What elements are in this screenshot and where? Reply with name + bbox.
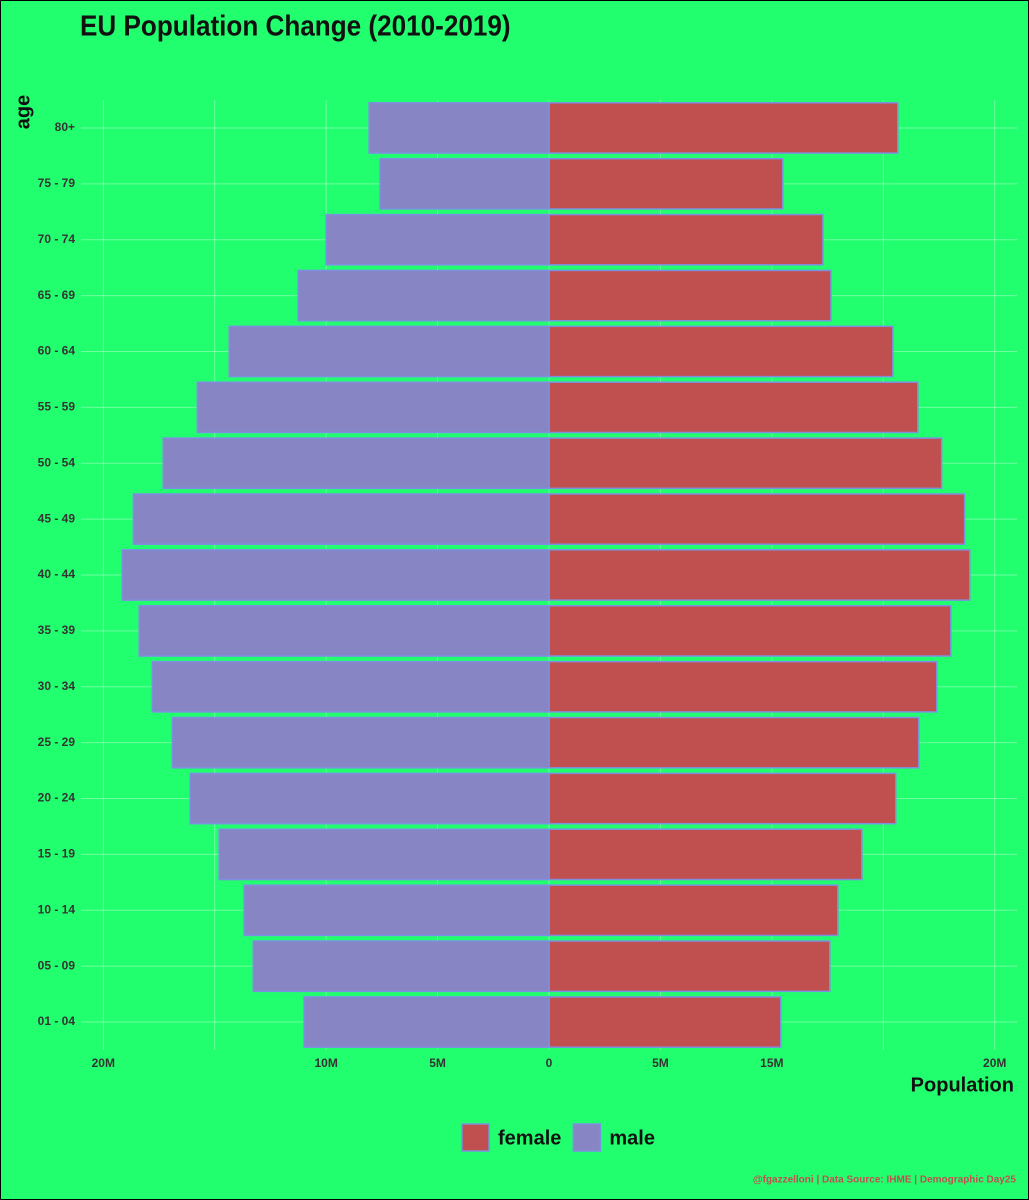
bar	[228, 325, 550, 378]
bar	[218, 828, 550, 881]
x-axis-title: Population	[911, 1074, 1014, 1096]
bar	[548, 604, 952, 657]
bar	[325, 213, 550, 266]
bar	[548, 102, 899, 154]
bar	[548, 381, 919, 434]
x-tick-label: 20M	[92, 1056, 115, 1070]
bar	[162, 437, 550, 490]
bar	[548, 325, 894, 378]
bar	[368, 102, 550, 154]
bar	[297, 269, 550, 322]
y-tick-label: 40 - 44	[38, 567, 76, 581]
legend-swatch	[572, 1123, 602, 1152]
bar	[548, 884, 839, 937]
legend: female male	[461, 1123, 655, 1152]
x-tick-label: 0	[546, 1056, 553, 1070]
bar	[243, 884, 550, 937]
y-tick-label: 01 - 04	[38, 1014, 76, 1028]
y-tick-label: 50 - 54	[38, 455, 76, 469]
legend-label: female	[498, 1127, 561, 1149]
chart-title: EU Population Change (2010-2019)	[80, 9, 511, 42]
bar	[189, 772, 550, 825]
y-tick-label: 30 - 34	[38, 679, 76, 693]
bar	[548, 213, 824, 266]
y-tick-label: 45 - 49	[38, 511, 76, 525]
x-tick-label: 5M	[429, 1056, 446, 1070]
y-axis-title: age	[12, 95, 34, 129]
bar	[151, 660, 550, 713]
bars	[121, 102, 971, 1048]
bar	[171, 716, 550, 769]
y-tick-label: 05 - 09	[38, 958, 76, 972]
bar	[138, 604, 550, 657]
x-tick-label: 20M	[983, 1056, 1006, 1070]
x-tick-label: 15M	[760, 1056, 783, 1070]
bar	[196, 381, 550, 434]
y-tick-label: 60 - 64	[38, 344, 76, 358]
y-tick-label: 75 - 79	[38, 176, 76, 190]
bar	[132, 493, 550, 546]
caption: @fgazzelloni | Data Source: IHME | Demog…	[753, 1175, 1017, 1186]
bar	[548, 716, 920, 769]
y-tick-label: 25 - 29	[38, 735, 76, 749]
bar	[548, 996, 782, 1048]
x-tick-label: 5M	[652, 1056, 669, 1070]
y-tick-label: 35 - 39	[38, 623, 76, 637]
bar	[548, 493, 966, 546]
bar	[548, 940, 831, 993]
y-tick-label: 80+	[55, 120, 75, 134]
bar	[303, 996, 550, 1048]
bar	[548, 549, 971, 601]
legend-swatch	[461, 1123, 490, 1152]
y-tick-label: 15 - 19	[38, 847, 76, 861]
bar	[121, 549, 550, 601]
y-tick-label: 10 - 14	[38, 902, 76, 916]
bar	[548, 660, 938, 713]
y-tick-label: 65 - 69	[38, 288, 76, 302]
x-tick-label: 10M	[314, 1056, 337, 1070]
bar	[548, 772, 897, 825]
bar	[548, 269, 832, 322]
y-tick-label: 55 - 59	[38, 400, 76, 414]
bar	[548, 828, 863, 881]
bar	[548, 437, 943, 490]
y-tick-label: 20 - 24	[38, 791, 76, 805]
legend-label: male	[609, 1127, 655, 1149]
bar	[379, 157, 550, 210]
bar	[252, 940, 550, 993]
y-tick-label: 70 - 74	[38, 232, 76, 246]
bar	[548, 157, 784, 210]
